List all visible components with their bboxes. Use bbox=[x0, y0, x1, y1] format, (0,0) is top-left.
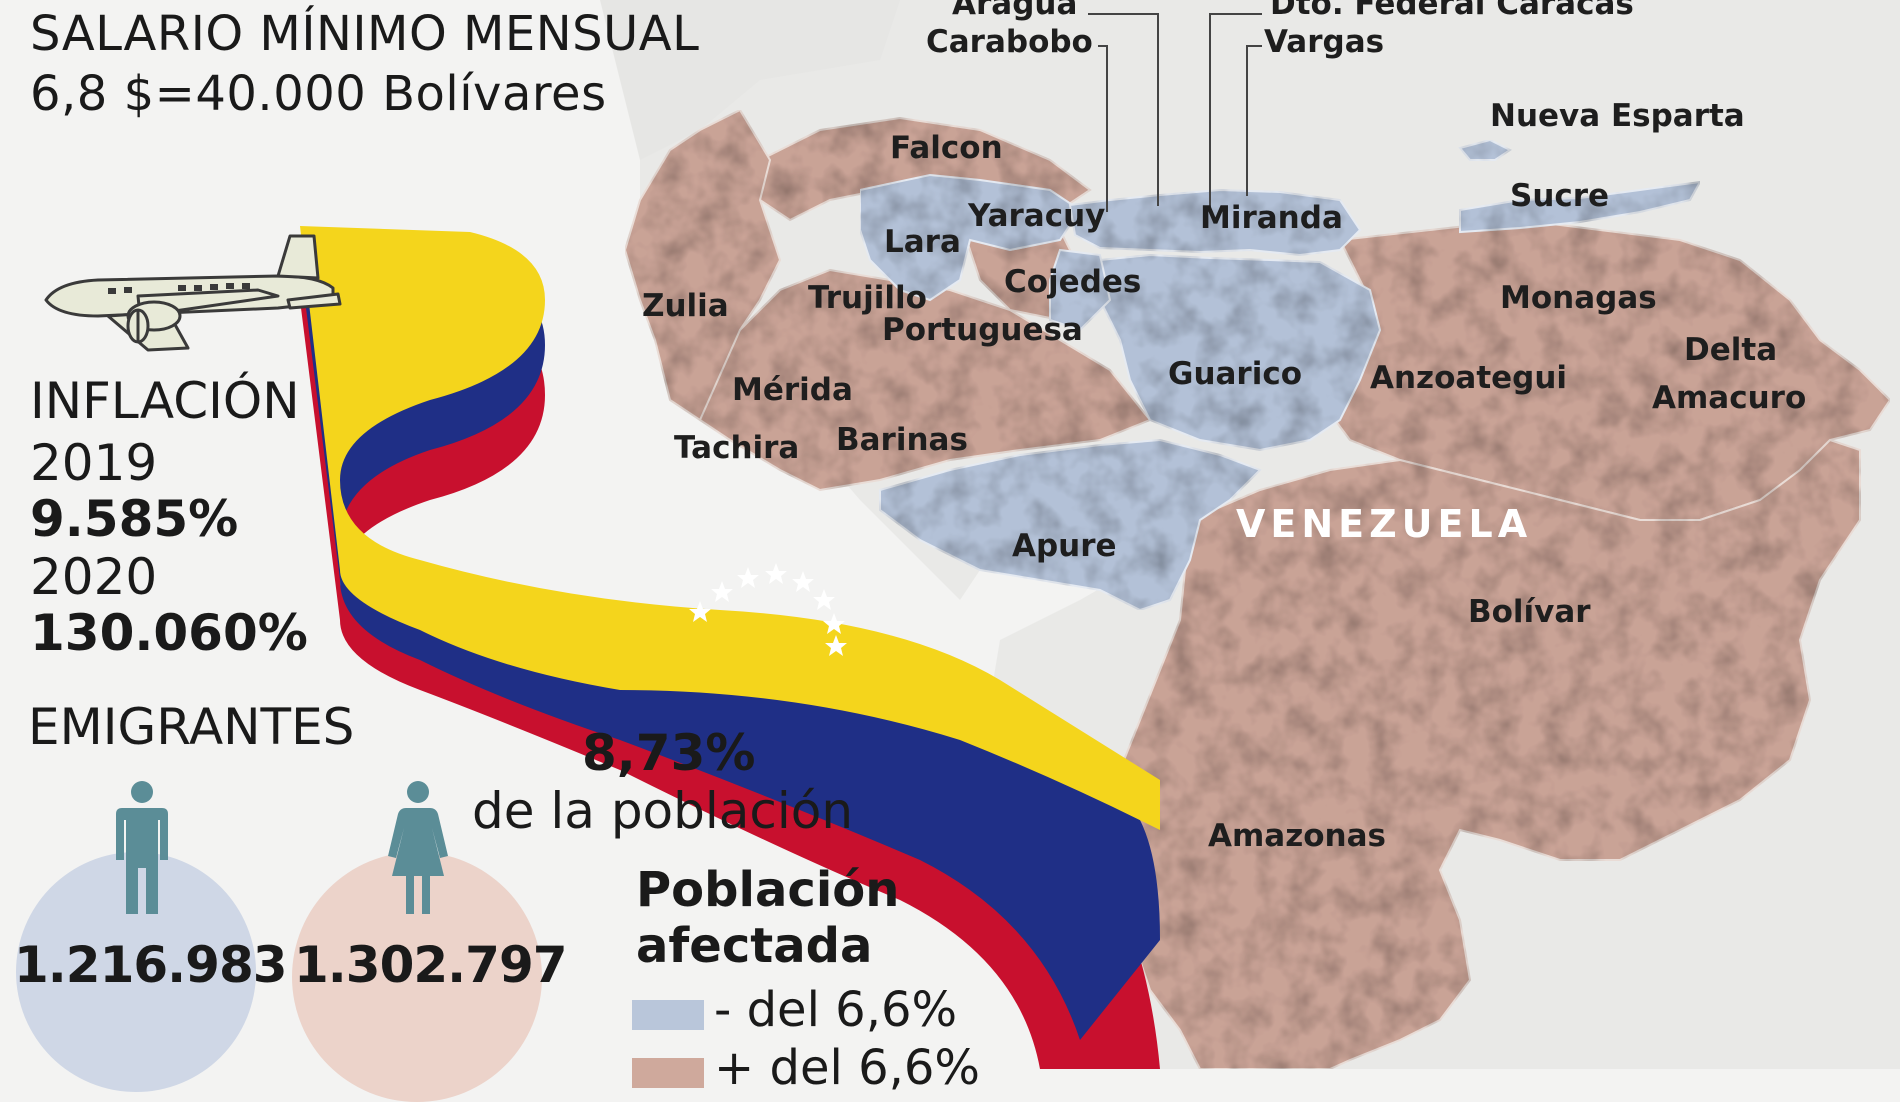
label-country: VENEZUELA bbox=[1236, 502, 1533, 546]
inflation-title: INFLACIÓN bbox=[30, 372, 300, 430]
women-circle bbox=[292, 852, 542, 1102]
infographic: SALARIO MÍNIMO MENSUAL 6,8 $=40.000 Bolí… bbox=[14, 0, 1900, 1102]
emigrants-percent: 8,73% bbox=[582, 724, 756, 782]
inflation-value-2020: 130.060% bbox=[30, 604, 308, 662]
label-monagas: Monagas bbox=[1500, 280, 1657, 316]
man-icon bbox=[116, 781, 168, 914]
label-barinas: Barinas bbox=[836, 422, 968, 458]
inflation-value-2019: 9.585% bbox=[30, 490, 239, 548]
label-dto-federal: Dto. Federal Caracas bbox=[1270, 0, 1634, 22]
women-count: 1.302.797 bbox=[294, 936, 568, 994]
men-count: 1.216.983 bbox=[14, 936, 288, 994]
states-below bbox=[859, 138, 1702, 612]
label-sucre: Sucre bbox=[1510, 178, 1610, 214]
label-amacuro: Amacuro bbox=[1652, 380, 1807, 416]
salary-title: SALARIO MÍNIMO MENSUAL bbox=[30, 6, 700, 62]
label-aragua: Aragua bbox=[952, 0, 1078, 22]
legend-title-line1: Población bbox=[636, 862, 900, 918]
label-anzoategui: Anzoategui bbox=[1370, 360, 1568, 396]
label-apure: Apure bbox=[1012, 528, 1117, 564]
emigrants-title: EMIGRANTES bbox=[28, 698, 355, 756]
label-lara: Lara bbox=[884, 224, 961, 260]
label-amazonas: Amazonas bbox=[1208, 818, 1386, 854]
label-yaracuy: Yaracuy bbox=[968, 198, 1106, 234]
legend-swatch-more bbox=[632, 1058, 704, 1088]
salary-value: 6,8 $=40.000 Bolívares bbox=[30, 66, 607, 122]
label-delta: Delta bbox=[1684, 332, 1778, 368]
venezuela-map bbox=[600, 0, 1900, 1069]
legend-swatch-less bbox=[632, 1000, 704, 1030]
legend-title-line2: afectada bbox=[636, 918, 873, 974]
label-tachira: Tachira bbox=[674, 430, 800, 466]
airplane-icon bbox=[44, 234, 342, 352]
label-zulia: Zulia bbox=[642, 288, 729, 324]
leader-lines bbox=[1088, 13, 1262, 212]
label-miranda: Miranda bbox=[1200, 200, 1343, 236]
label-merida: Mérida bbox=[732, 372, 853, 408]
inflation-year-2019: 2019 bbox=[30, 434, 158, 492]
inflation-year-2020: 2020 bbox=[30, 548, 158, 606]
label-vargas: Vargas bbox=[1264, 24, 1385, 60]
label-bolivar: Bolívar bbox=[1468, 594, 1591, 630]
woman-icon bbox=[388, 781, 448, 914]
legend-label-more: + del 6,6% bbox=[714, 1040, 981, 1096]
label-falcon: Falcon bbox=[890, 130, 1003, 166]
label-trujillo: Trujillo bbox=[808, 280, 927, 316]
label-guarico: Guarico bbox=[1168, 356, 1303, 392]
emigrants-percent-label: de la población bbox=[472, 782, 854, 840]
label-portuguesa: Portuguesa bbox=[882, 312, 1083, 348]
flag-stars bbox=[689, 563, 847, 656]
label-carabobo: Carabobo bbox=[926, 24, 1093, 60]
label-nueva-esparta: Nueva Esparta bbox=[1490, 98, 1745, 134]
flag-ribbon bbox=[300, 226, 1160, 1069]
legend-label-less: - del 6,6% bbox=[714, 982, 958, 1038]
label-cojedes: Cojedes bbox=[1004, 264, 1142, 300]
